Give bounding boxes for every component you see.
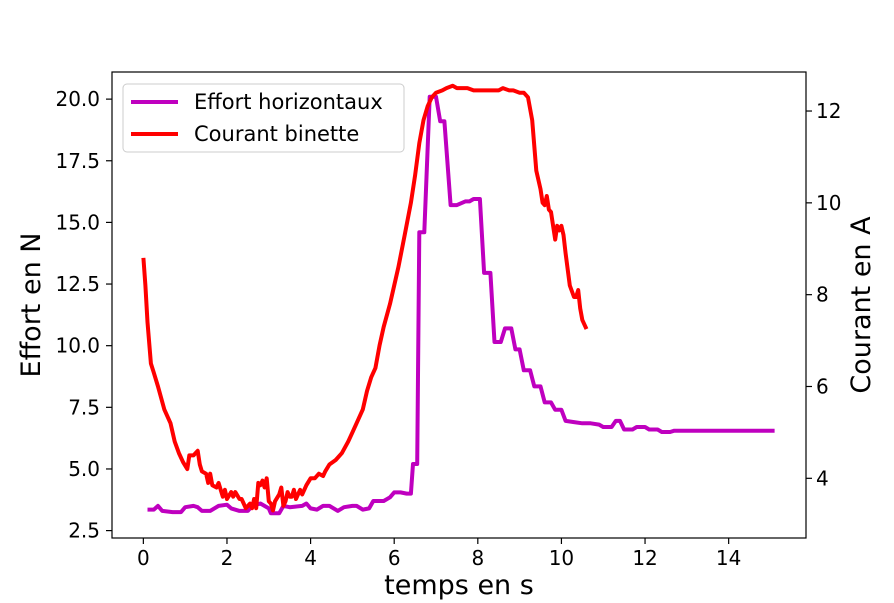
legend-label-0: Effort horizontaux	[194, 90, 383, 114]
y-left-tick-label: 10.0	[55, 334, 100, 358]
legend-box	[122, 83, 405, 153]
x-tick-label: 4	[304, 546, 317, 570]
x-tick-label: 12	[632, 546, 657, 570]
y-left-tick-label: 2.5	[68, 519, 100, 543]
y-axis-left: 2.5 5.0 7.5 10.0 12.5 15.0 17.5 20.0	[55, 87, 112, 543]
y-right-tick-label: 8	[816, 283, 829, 307]
x-tick-label: 8	[471, 546, 484, 570]
x-tick-label: 10	[549, 546, 574, 570]
series-lines	[141, 83, 775, 516]
x-tick-label: 2	[221, 546, 234, 570]
y-left-tick-label: 7.5	[68, 395, 100, 419]
y-axis-left-title: Effort en N	[16, 233, 47, 378]
y-right-tick-label: 12	[816, 99, 841, 123]
x-axis: 0 2 4 6 8 10 12 14	[137, 538, 741, 570]
series-line-1	[141, 83, 589, 513]
x-tick-label: 6	[388, 546, 401, 570]
y-left-tick-label: 17.5	[55, 149, 100, 173]
plot-frame	[111, 71, 807, 539]
y-axis-right: 4 6 8 10 12	[806, 99, 841, 490]
x-tick-label: 14	[716, 546, 741, 570]
y-axis-right-title: Courant en A	[846, 216, 877, 394]
y-left-tick-label: 20.0	[55, 87, 100, 111]
x-tick-label: 0	[137, 546, 150, 570]
y-left-tick-label: 15.0	[55, 210, 100, 234]
x-axis-title: temps en s	[384, 570, 534, 601]
y-right-tick-label: 10	[816, 191, 841, 215]
y-left-tick-label: 12.5	[55, 272, 100, 296]
series-line-0	[147, 94, 775, 516]
y-left-tick-label: 5.0	[68, 457, 100, 481]
y-right-tick-label: 6	[816, 374, 829, 398]
legend-label-1: Courant binette	[194, 122, 359, 146]
y-right-tick-label: 4	[816, 466, 829, 490]
legend: Effort horizontaux Courant binette	[122, 83, 405, 153]
